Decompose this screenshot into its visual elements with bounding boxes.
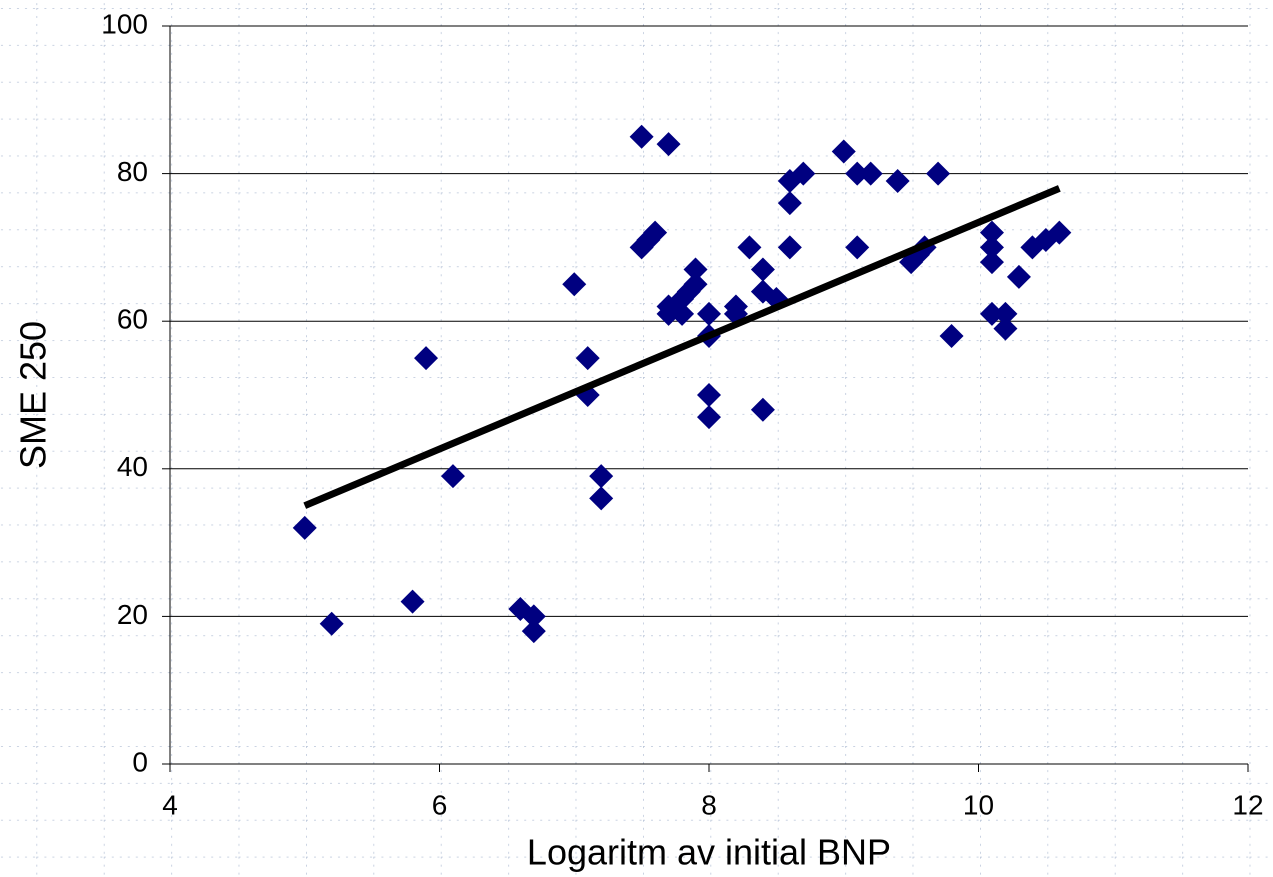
y-tick-label: 40 [117,451,148,482]
point [737,235,762,260]
point [926,161,951,186]
point [750,257,775,282]
x-tick-label: 8 [701,789,717,820]
x-tick-label: 12 [1232,789,1263,820]
y-axis-title: SME 250 [13,321,54,469]
point [319,611,344,636]
point [831,139,856,164]
y-tick-label: 60 [117,304,148,335]
point [670,301,695,326]
point [845,235,870,260]
point [589,464,614,489]
trend-line [303,185,1061,509]
point [885,168,910,193]
point [643,220,668,245]
point [845,161,870,186]
point [1006,264,1031,289]
point [440,464,465,489]
point [683,257,708,282]
point [979,235,1004,260]
point [400,589,425,614]
point [292,515,317,540]
point [562,272,587,297]
x-tick-label: 4 [162,789,178,820]
y-tick-label: 80 [117,156,148,187]
point [656,132,681,157]
y-tick-label: 20 [117,599,148,630]
y-tick-label: 0 [132,746,148,777]
x-tick-label: 6 [432,789,448,820]
point [656,301,681,326]
point [521,619,546,644]
point [575,346,600,371]
point [979,250,1004,275]
x-axis-title: Logaritm av initial BNP [527,832,891,873]
point [1047,220,1072,245]
point [697,405,721,430]
y-tick-label: 100 [101,8,148,39]
point [777,191,802,216]
point [697,383,721,407]
point [521,604,546,629]
point [629,124,654,149]
point [589,486,614,511]
x-tick-label: 10 [963,789,994,820]
point [791,161,816,186]
point [858,161,883,186]
point [993,301,1018,326]
point [979,301,1004,326]
point [750,397,775,422]
point [697,301,721,326]
point [939,323,964,348]
point [993,316,1018,341]
point [777,235,802,260]
point [979,220,1004,245]
plot-area: 0 20 40 60 80 100 4 6 8 10 12 [101,8,1263,820]
point [683,272,708,297]
point [414,346,439,371]
